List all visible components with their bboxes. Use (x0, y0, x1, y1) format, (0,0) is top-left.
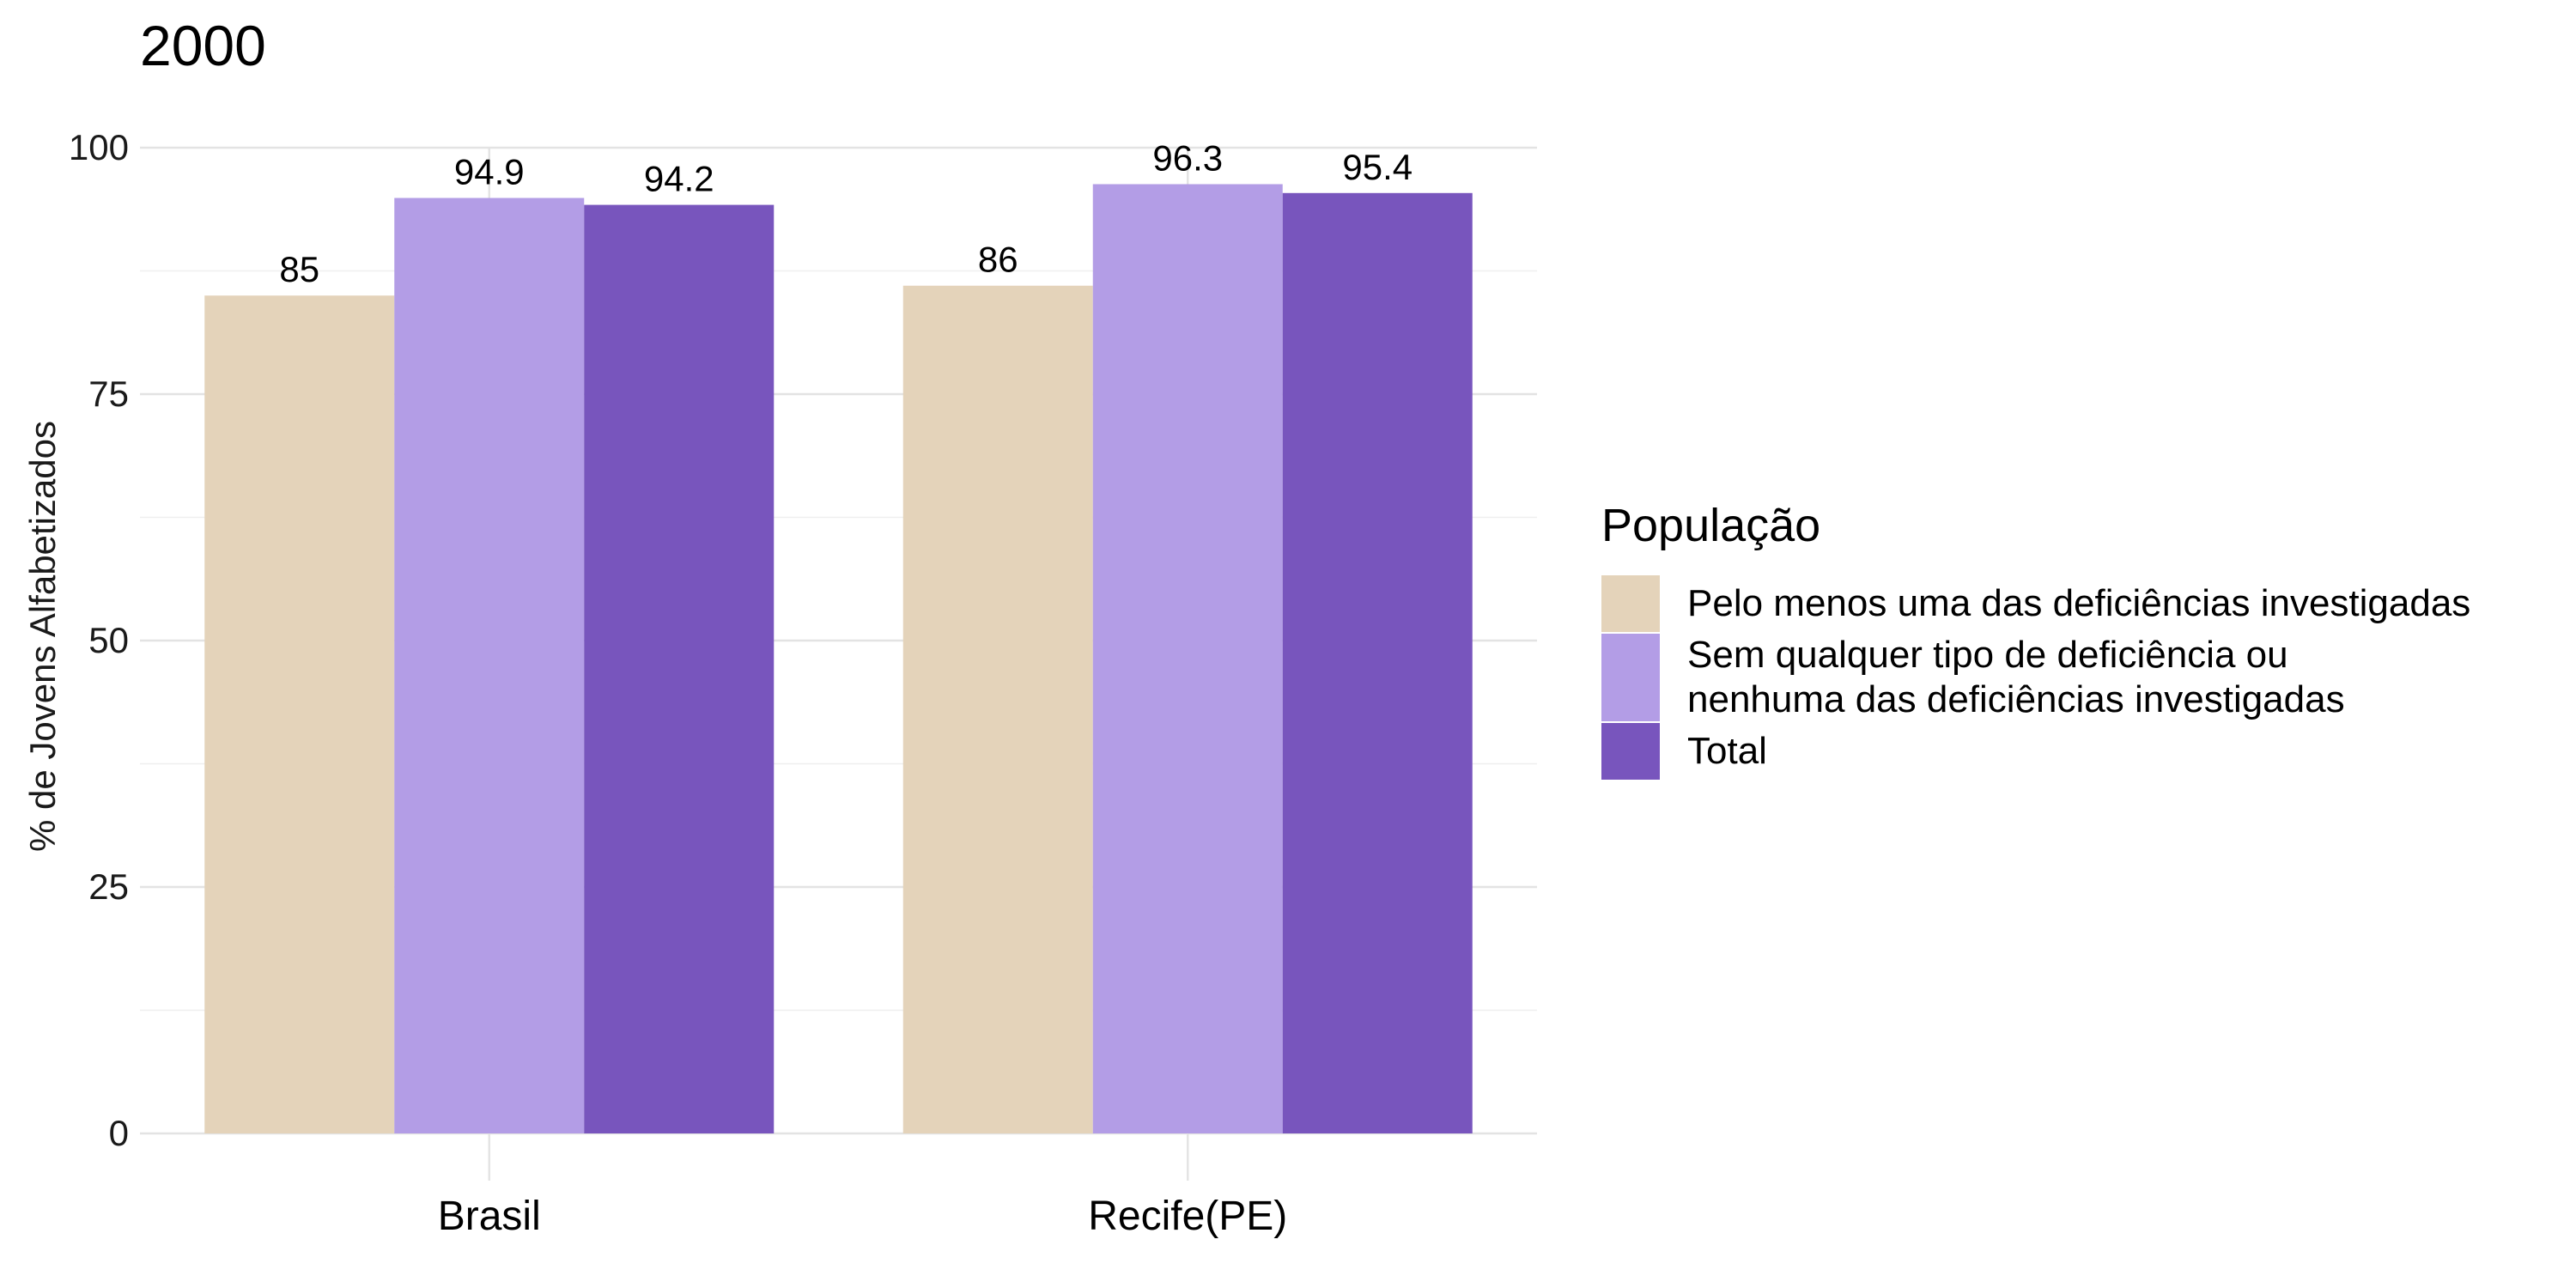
legend-key (1601, 575, 1660, 632)
legend-item: Pelo menos uma das deficiências investig… (1601, 575, 2470, 632)
legend-item: Sem qualquer tipo de deficiência ou nenhu… (1601, 634, 2345, 721)
data-labels: 85 94.9 94.2 86 96.3 95.4 (279, 137, 1413, 289)
x-axis-ticks: Brasil Recife(PE) (438, 1194, 1288, 1239)
legend-label: Pelo menos uma das deficiências investig… (1687, 582, 2470, 624)
data-label: 94.2 (644, 159, 714, 199)
legend-title: População (1601, 500, 1820, 551)
data-label: 86 (978, 240, 1018, 280)
chart-title: 2000 (140, 14, 266, 77)
data-label: 94.9 (454, 152, 525, 192)
legend-label: Sem qualquer tipo de deficiência ou nenhu… (1687, 634, 2345, 720)
y-tick-label: 50 (88, 620, 129, 660)
legend-label: Total (1687, 730, 1767, 772)
bar (204, 295, 395, 1133)
y-tick-label: 25 (88, 866, 129, 907)
data-label: 95.4 (1342, 147, 1413, 187)
y-axis-ticks: 0 25 50 75 100 (69, 127, 129, 1153)
x-tick-label: Recife(PE) (1088, 1194, 1287, 1239)
y-axis-title: % de Jovens Alfabetizados (22, 421, 63, 852)
y-tick-label: 75 (88, 374, 129, 414)
legend-item: Total (1601, 723, 1767, 780)
bar (1092, 184, 1283, 1134)
bar (394, 197, 585, 1134)
data-label: 85 (279, 249, 319, 289)
data-label: 96.3 (1152, 137, 1223, 178)
legend-key (1601, 723, 1660, 780)
y-tick-label: 100 (69, 127, 129, 167)
y-tick-label: 0 (109, 1113, 129, 1153)
legend: População Pelo menos uma das deficiência… (1601, 500, 2470, 780)
bar (1282, 192, 1473, 1134)
legend-key (1601, 634, 1660, 721)
bar (902, 285, 1093, 1134)
x-tick-label: Brasil (438, 1194, 541, 1239)
bar (584, 204, 775, 1134)
bars (204, 184, 1473, 1134)
